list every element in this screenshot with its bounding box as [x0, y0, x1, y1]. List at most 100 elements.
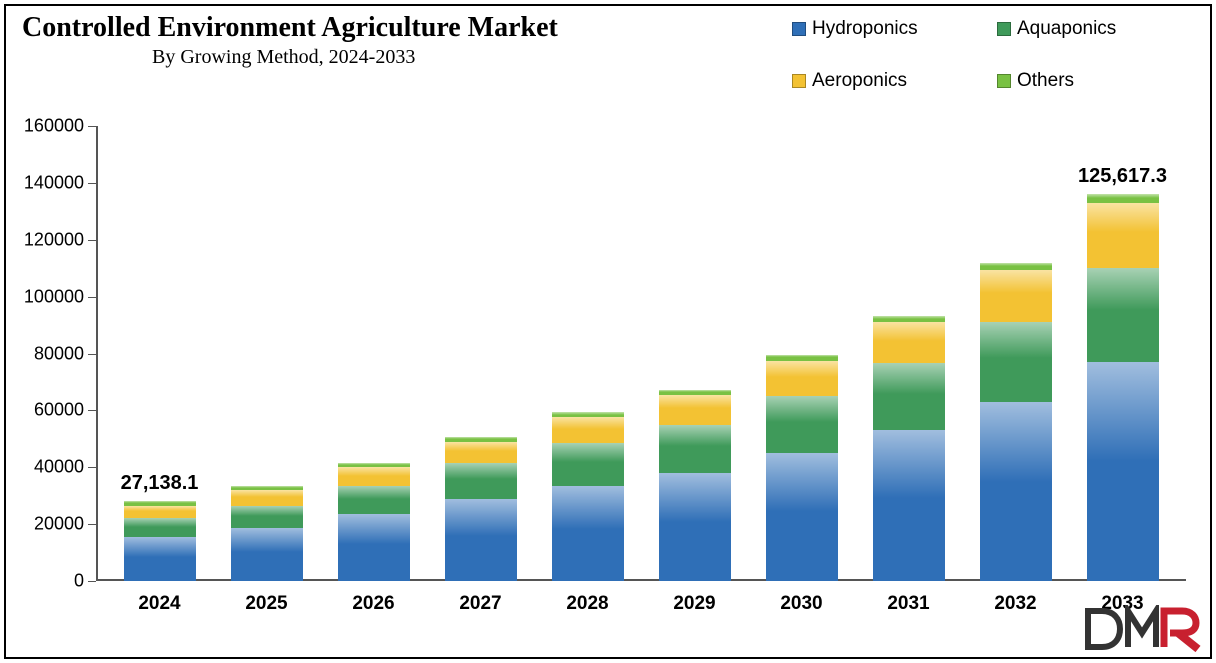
bar-slot-2028: 2028: [552, 126, 624, 581]
bar-slot-2029: 2029: [659, 126, 731, 581]
bar-stack: [338, 463, 410, 581]
y-tick: [88, 297, 96, 298]
y-tick: [88, 524, 96, 525]
bar-segment-others: [659, 390, 731, 395]
bar-slot-2031: 2031: [873, 126, 945, 581]
y-axis-label: 80000: [34, 343, 84, 364]
y-axis-label: 60000: [34, 400, 84, 421]
bar-segment-hydroponics: [445, 499, 517, 581]
chart-title: Controlled Environment Agriculture Marke…: [22, 12, 558, 44]
bar-segment-others: [124, 501, 196, 505]
legend-item-others: Others: [997, 70, 1192, 92]
bar-stack: [445, 437, 517, 581]
bar-segment-hydroponics: [338, 514, 410, 581]
y-axis-label: 140000: [24, 172, 84, 193]
chart-subtitle: By Growing Method, 2024-2033: [152, 46, 558, 69]
y-tick: [88, 183, 96, 184]
x-axis-label: 2028: [566, 593, 608, 615]
x-axis-label: 2030: [780, 593, 822, 615]
x-axis-label: 2031: [887, 593, 929, 615]
y-tick: [88, 354, 96, 355]
bar-segment-hydroponics: [980, 402, 1052, 581]
bar-segment-aeroponics: [659, 395, 731, 425]
legend-swatch-icon: [792, 74, 806, 88]
legend-item-aeroponics: Aeroponics: [792, 70, 987, 92]
bar-slot-2024: 202427,138.1: [124, 126, 196, 581]
bar-segment-aquaponics: [980, 322, 1052, 402]
bar-segment-aeroponics: [338, 467, 410, 485]
bar-segment-aeroponics: [445, 442, 517, 463]
y-tick: [88, 581, 96, 582]
y-tick: [88, 467, 96, 468]
bar-segment-aquaponics: [873, 363, 945, 430]
logo-dmr: [1082, 605, 1202, 653]
bar-segment-hydroponics: [766, 453, 838, 581]
bar-slot-2025: 2025: [231, 126, 303, 581]
bar-segment-aquaponics: [1087, 268, 1159, 362]
legend-item-hydroponics: Hydroponics: [792, 18, 987, 40]
title-area: Controlled Environment Agriculture Marke…: [22, 12, 558, 69]
y-axis-label: 100000: [24, 286, 84, 307]
bar-segment-hydroponics: [659, 473, 731, 581]
x-axis-label: 2032: [994, 593, 1036, 615]
data-label: 125,617.3: [1078, 165, 1167, 188]
bar-stack: [980, 263, 1052, 582]
x-axis-label: 2027: [459, 593, 501, 615]
bar-segment-hydroponics: [552, 486, 624, 581]
x-axis-label: 2029: [673, 593, 715, 615]
bar-slot-2030: 2030: [766, 126, 838, 581]
bar-segment-others: [766, 355, 838, 361]
legend-label: Others: [1017, 70, 1074, 92]
bar-slot-2033: 2033125,617.3: [1087, 126, 1159, 581]
bar-segment-aquaponics: [231, 506, 303, 529]
legend-label: Aeroponics: [812, 70, 907, 92]
bar-segment-hydroponics: [873, 430, 945, 581]
bar-segment-others: [445, 437, 517, 441]
bar-segment-aeroponics: [766, 361, 838, 397]
bar-segment-others: [338, 463, 410, 467]
y-axis-label: 120000: [24, 229, 84, 250]
legend-swatch-icon: [997, 22, 1011, 36]
bar-segment-hydroponics: [124, 537, 196, 581]
legend-label: Hydroponics: [812, 18, 918, 40]
bar-segment-hydroponics: [1087, 362, 1159, 581]
bar-segment-aquaponics: [552, 443, 624, 486]
bar-segment-aquaponics: [338, 486, 410, 514]
x-axis-label: 2026: [352, 593, 394, 615]
x-axis-label: 2025: [245, 593, 287, 615]
y-axis-label: 20000: [34, 514, 84, 535]
bar-segment-hydroponics: [231, 528, 303, 581]
bar-stack: [873, 316, 945, 581]
legend-swatch-icon: [792, 22, 806, 36]
chart-container: Controlled Environment Agriculture Marke…: [4, 4, 1212, 659]
bar-stack: [231, 486, 303, 581]
bar-segment-aeroponics: [873, 322, 945, 363]
bar-stack: [124, 501, 196, 581]
bar-segment-others: [552, 412, 624, 417]
y-tick: [88, 410, 96, 411]
bar-segment-aeroponics: [231, 490, 303, 506]
bar-segment-aquaponics: [659, 425, 731, 473]
legend-swatch-icon: [997, 74, 1011, 88]
bar-slot-2032: 2032: [980, 126, 1052, 581]
bar-segment-aquaponics: [124, 518, 196, 536]
bar-segment-aeroponics: [124, 506, 196, 519]
data-label: 27,138.1: [121, 472, 199, 495]
y-axis-label: 0: [74, 571, 84, 592]
bar-segment-aquaponics: [766, 396, 838, 453]
y-axis-label: 160000: [24, 116, 84, 137]
bar-segment-aquaponics: [445, 463, 517, 499]
y-tick: [88, 126, 96, 127]
legend: Hydroponics Aquaponics Aeroponics Others: [792, 18, 1192, 92]
bar-slot-2026: 2026: [338, 126, 410, 581]
bar-segment-others: [231, 486, 303, 490]
bar-segment-aeroponics: [1087, 203, 1159, 268]
plot-area: 0200004000060000800001000001200001400001…: [96, 126, 1186, 581]
bar-stack: [659, 390, 731, 581]
legend-label: Aquaponics: [1017, 18, 1116, 40]
bar-stack: [552, 412, 624, 581]
bar-stack: [766, 355, 838, 581]
y-axis-label: 40000: [34, 457, 84, 478]
bar-segment-others: [873, 316, 945, 322]
bar-segment-others: [1087, 194, 1159, 203]
